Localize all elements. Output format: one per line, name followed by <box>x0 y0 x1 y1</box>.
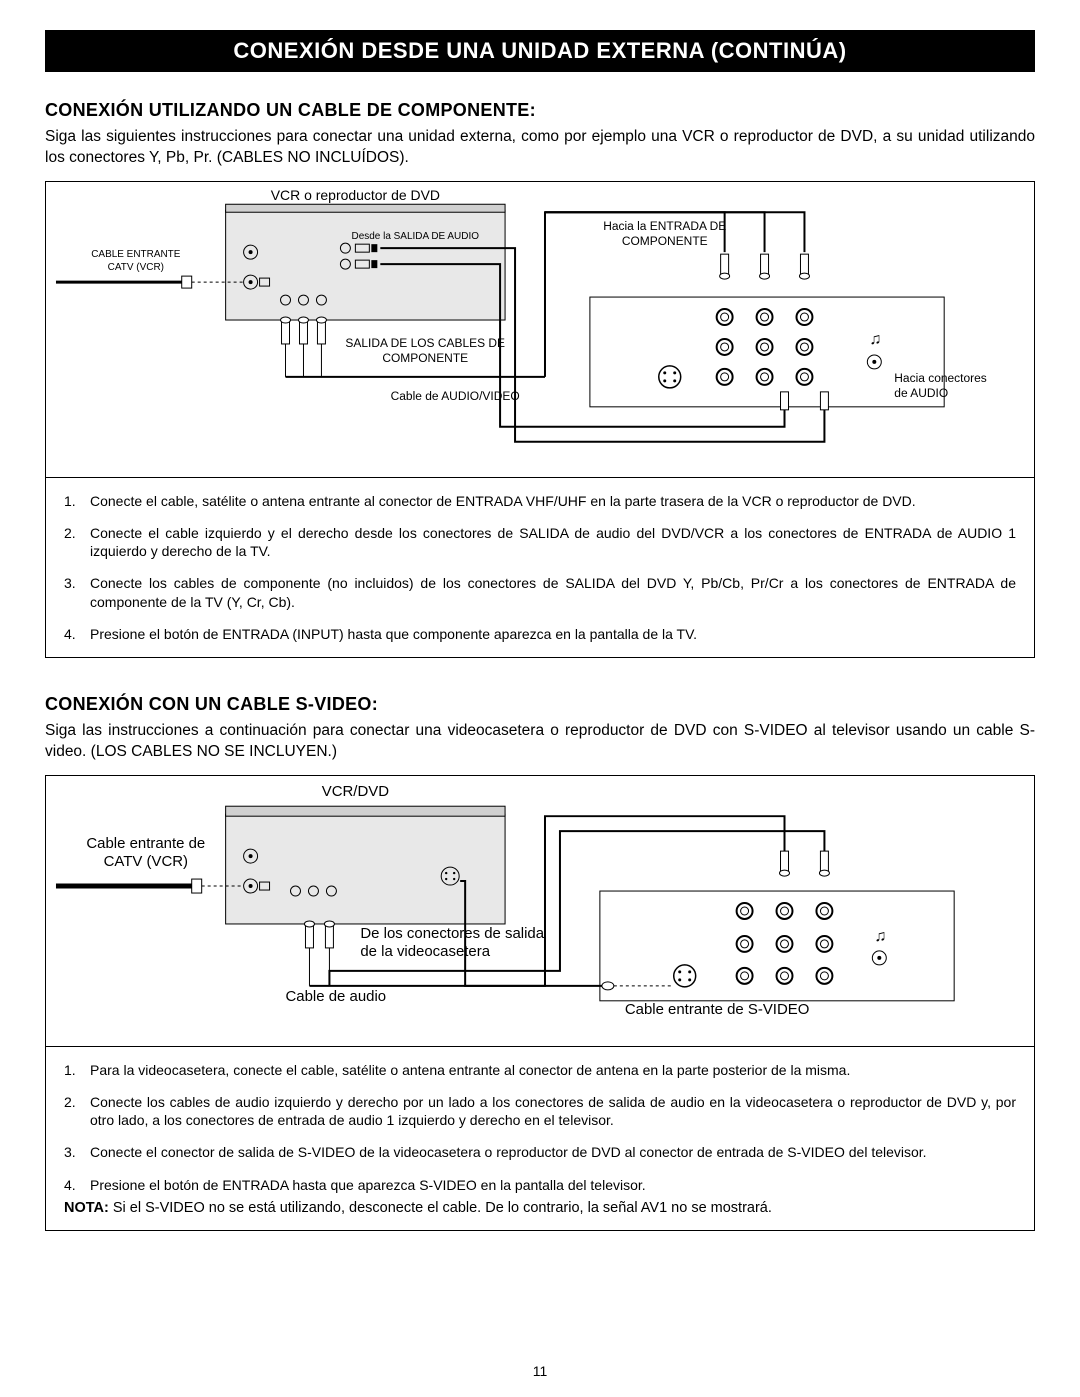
note-label: NOTA: <box>64 1200 109 1216</box>
sectionA-step4: Presione el botón de ENTRADA (INPUT) has… <box>90 625 1016 643</box>
sectionA-step1: Conecte el cable, satélite o antena entr… <box>90 492 1016 510</box>
diagramA-device-label: VCR o reproductor de DVD <box>271 187 440 203</box>
sectionA-title: CONEXIÓN UTILIZANDO UN CABLE DE COMPONEN… <box>45 100 1035 121</box>
sectionB-intro: Siga las instrucciones a continuación pa… <box>45 721 1035 763</box>
page-banner: CONEXIÓN DESDE UNA UNIDAD EXTERNA (CONTI… <box>45 30 1035 72</box>
diagramA-compout-label2: COMPONENTE <box>382 351 468 365</box>
diagramB-audiocable-label: Cable de audio <box>286 988 387 1005</box>
diagramA-component-plugs <box>281 317 327 344</box>
diagramA-catv-label2: CATV (VCR) <box>108 262 164 273</box>
sectionA-diagram: VCR o reproductor de DVD Desde la SALIDA… <box>45 181 1035 478</box>
diagramA-compout-label1: SALIDA DE LOS CABLES DE <box>345 336 505 350</box>
diagramB-svideo-label: Cable entrante de S-VIDEO <box>625 1001 810 1018</box>
sectionB-note: NOTA: Si el S-VIDEO no se está utilizand… <box>64 1200 1016 1216</box>
diagramA-compin-label1: Hacia la ENTRADA DE <box>603 219 726 233</box>
diagramB-catv-label1: Cable entrante de <box>86 835 205 852</box>
diagramA-audioin-label2: de AUDIO <box>894 386 948 400</box>
sectionB-step4: Presione el botón de ENTRADA hasta que a… <box>90 1176 1016 1194</box>
diagramB-audioout-label1: De los conectores de salida <box>360 925 544 942</box>
sectionB-title: CONEXIÓN CON UN CABLE S-VIDEO: <box>45 694 1035 715</box>
diagramB-device-label: VCR/DVD <box>322 783 389 800</box>
note-text: Si el S-VIDEO no se está utilizando, des… <box>109 1200 772 1216</box>
sectionA-intro: Siga las siguientes instrucciones para c… <box>45 127 1035 169</box>
diagramA-audio-out-label: Desde la SALIDA DE AUDIO <box>352 231 480 242</box>
sectionA-step2: Conecte el cable izquierdo y el derecho … <box>90 524 1016 560</box>
svg-text:♫: ♫ <box>869 331 881 348</box>
sectionA-step3: Conecte los cables de componente (no inc… <box>90 574 1016 610</box>
page-number: 11 <box>0 1363 1080 1379</box>
sectionB-steps: 1.Para la videocasetera, conecte el cabl… <box>45 1047 1035 1231</box>
sectionB-diagram: VCR/DVD Cable entrante de CATV (VCR) De … <box>45 775 1035 1047</box>
sectionA-steps: 1.Conecte el cable, satélite o antena en… <box>45 478 1035 658</box>
diagramA-catv-label1: CABLE ENTRANTE <box>91 249 181 260</box>
svg-text:♫: ♫ <box>874 928 886 945</box>
diagramB-audioout-label2: de la videocasetera <box>360 943 490 960</box>
sectionB-step2: Conecte los cables de audio izquierdo y … <box>90 1093 1016 1129</box>
diagramB-catv-label2: CATV (VCR) <box>104 853 188 870</box>
sectionB-step1: Para la videocasetera, conecte el cable,… <box>90 1061 1016 1079</box>
diagramA-audioin-label1: Hacia conectores <box>894 371 986 385</box>
sectionB-step3: Conecte el conector de salida de S-VIDEO… <box>90 1143 1016 1161</box>
diagramA-compin-label2: COMPONENTE <box>622 234 708 248</box>
